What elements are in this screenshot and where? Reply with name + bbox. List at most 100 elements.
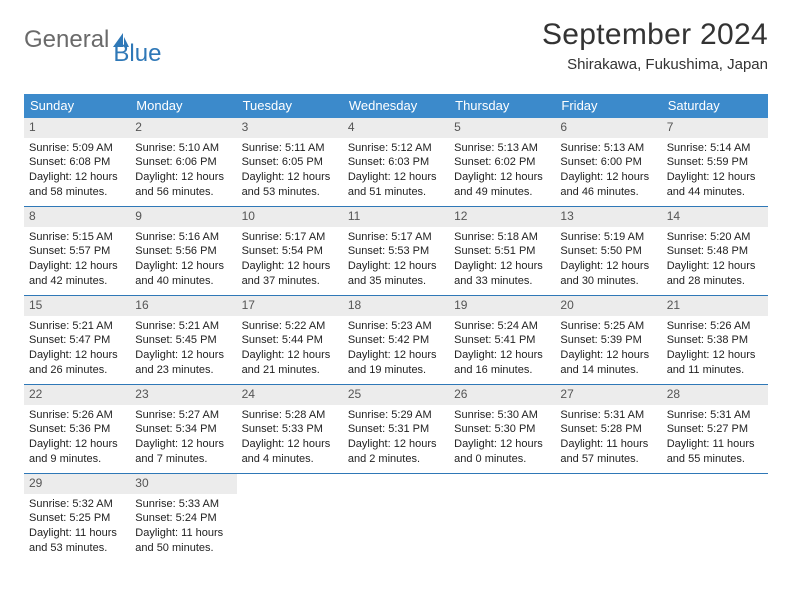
sunset-value: 5:42 PM xyxy=(388,334,429,346)
day-number: 8 xyxy=(24,207,130,227)
sunset-label: Sunset: xyxy=(29,156,69,168)
calendar-day-cell xyxy=(343,474,449,563)
calendar-day-cell: 12Sunrise: 5:18 AMSunset: 5:51 PMDayligh… xyxy=(449,207,555,296)
sunset-label: Sunset: xyxy=(454,156,494,168)
sunrise-label: Sunrise: xyxy=(667,409,710,421)
day-details: Sunrise: 5:18 AMSunset: 5:51 PMDaylight:… xyxy=(449,227,555,293)
sunrise-value: 5:33 AM xyxy=(179,498,219,510)
sunrise-line: Sunrise: 5:20 AM xyxy=(667,230,763,245)
day-number: 2 xyxy=(130,118,236,138)
sunset-label: Sunset: xyxy=(348,245,388,257)
sunset-label: Sunset: xyxy=(560,245,600,257)
daylight-label: Daylight: xyxy=(560,171,606,183)
day-number: 20 xyxy=(555,296,661,316)
daylight-label: Daylight: xyxy=(560,349,606,361)
calendar-day-cell: 23Sunrise: 5:27 AMSunset: 5:34 PMDayligh… xyxy=(130,385,236,474)
sunrise-line: Sunrise: 5:25 AM xyxy=(560,319,656,334)
daylight-label: Daylight: xyxy=(560,438,606,450)
sunrise-value: 5:17 AM xyxy=(285,231,325,243)
sunrise-value: 5:23 AM xyxy=(391,320,431,332)
daylight-label: Daylight: xyxy=(348,438,394,450)
sunset-line: Sunset: 5:31 PM xyxy=(348,422,444,437)
sunset-value: 5:38 PM xyxy=(707,334,748,346)
sunset-value: 6:06 PM xyxy=(176,156,217,168)
sunset-label: Sunset: xyxy=(667,334,707,346)
day-details: Sunrise: 5:26 AMSunset: 5:38 PMDaylight:… xyxy=(662,316,768,382)
sunrise-label: Sunrise: xyxy=(560,231,603,243)
day-details: Sunrise: 5:19 AMSunset: 5:50 PMDaylight:… xyxy=(555,227,661,293)
daylight-label: Daylight: xyxy=(29,260,75,272)
sunrise-label: Sunrise: xyxy=(29,231,72,243)
calendar-week-row: 8 Sunrise: 5:15 AM Sunset: 5:57 PM Daylight… xyxy=(24,207,768,296)
day-number: 11 xyxy=(343,207,449,227)
daylight-line: Daylight: 12 hours and 33 minutes. xyxy=(454,259,550,289)
daylight-line: Daylight: 12 hours and 51 minutes. xyxy=(348,170,444,200)
logo-word2: Blue xyxy=(113,40,161,68)
day-number: 12 xyxy=(449,207,555,227)
sunset-line: Sunset: 5:38 PM xyxy=(667,333,763,348)
logo: General Blue xyxy=(24,26,179,54)
daylight-line: Daylight: 12 hours and 56 minutes. xyxy=(135,170,231,200)
sunset-label: Sunset: xyxy=(242,334,282,346)
day-details: Sunrise: 5:13 AMSunset: 6:02 PMDaylight:… xyxy=(449,138,555,204)
day-number: 5 xyxy=(449,118,555,138)
calendar-day-cell: 21Sunrise: 5:26 AMSunset: 5:38 PMDayligh… xyxy=(662,296,768,385)
sunset-label: Sunset: xyxy=(667,423,707,435)
sunrise-value: 5:18 AM xyxy=(498,231,538,243)
calendar-day-cell: 2Sunrise: 5:10 AMSunset: 6:06 PMDaylight… xyxy=(130,118,236,207)
sunset-value: 5:33 PM xyxy=(282,423,323,435)
sunset-label: Sunset: xyxy=(135,512,175,524)
sunset-line: Sunset: 5:28 PM xyxy=(560,422,656,437)
sunrise-label: Sunrise: xyxy=(348,231,391,243)
sunset-value: 6:08 PM xyxy=(69,156,110,168)
sunset-line: Sunset: 5:34 PM xyxy=(135,422,231,437)
sunrise-label: Sunrise: xyxy=(29,320,72,332)
calendar-weekday-header: SundayMondayTuesdayWednesdayThursdayFrid… xyxy=(24,94,768,118)
sunrise-label: Sunrise: xyxy=(560,320,603,332)
day-number: 30 xyxy=(130,474,236,494)
sunrise-label: Sunrise: xyxy=(348,409,391,421)
sunrise-label: Sunrise: xyxy=(29,498,72,510)
sunset-value: 6:03 PM xyxy=(388,156,429,168)
daylight-label: Daylight: xyxy=(348,349,394,361)
sunrise-line: Sunrise: 5:17 AM xyxy=(348,230,444,245)
location-subtitle: Shirakawa, Fukushima, Japan xyxy=(542,56,768,73)
sunset-line: Sunset: 6:03 PM xyxy=(348,155,444,170)
sunrise-line: Sunrise: 5:31 AM xyxy=(667,408,763,423)
daylight-label: Daylight: xyxy=(242,171,288,183)
day-number: 22 xyxy=(24,385,130,405)
calendar-day-cell: 25Sunrise: 5:29 AMSunset: 5:31 PMDayligh… xyxy=(343,385,449,474)
sunrise-value: 5:24 AM xyxy=(498,320,538,332)
sunrise-label: Sunrise: xyxy=(454,231,497,243)
sunset-value: 5:34 PM xyxy=(176,423,217,435)
daylight-line: Daylight: 12 hours and 28 minutes. xyxy=(667,259,763,289)
day-details: Sunrise: 5:24 AMSunset: 5:41 PMDaylight:… xyxy=(449,316,555,382)
day-number: 17 xyxy=(237,296,343,316)
daylight-line: Daylight: 12 hours and 30 minutes. xyxy=(560,259,656,289)
sunrise-value: 5:15 AM xyxy=(72,231,112,243)
sunset-label: Sunset: xyxy=(242,156,282,168)
sunrise-line: Sunrise: 5:16 AM xyxy=(135,230,231,245)
sunrise-line: Sunrise: 5:10 AM xyxy=(135,141,231,156)
day-number: 25 xyxy=(343,385,449,405)
sunset-label: Sunset: xyxy=(667,156,707,168)
day-number: 21 xyxy=(662,296,768,316)
sunset-line: Sunset: 6:08 PM xyxy=(29,155,125,170)
sunset-value: 5:57 PM xyxy=(69,245,110,257)
day-details: Sunrise: 5:14 AMSunset: 5:59 PMDaylight:… xyxy=(662,138,768,204)
sunset-value: 5:53 PM xyxy=(388,245,429,257)
daylight-label: Daylight: xyxy=(560,260,606,272)
logo-word1: General xyxy=(24,26,109,54)
daylight-label: Daylight: xyxy=(348,171,394,183)
sunrise-label: Sunrise: xyxy=(454,142,497,154)
day-number: 7 xyxy=(662,118,768,138)
daylight-line: Daylight: 12 hours and 58 minutes. xyxy=(29,170,125,200)
sunset-label: Sunset: xyxy=(242,245,282,257)
calendar-day-cell: 16Sunrise: 5:21 AMSunset: 5:45 PMDayligh… xyxy=(130,296,236,385)
calendar-day-cell: 3Sunrise: 5:11 AMSunset: 6:05 PMDaylight… xyxy=(237,118,343,207)
daylight-line: Daylight: 12 hours and 2 minutes. xyxy=(348,437,444,467)
sunrise-label: Sunrise: xyxy=(29,142,72,154)
sunset-label: Sunset: xyxy=(242,423,282,435)
daylight-line: Daylight: 12 hours and 11 minutes. xyxy=(667,348,763,378)
daylight-line: Daylight: 11 hours and 50 minutes. xyxy=(135,526,231,556)
